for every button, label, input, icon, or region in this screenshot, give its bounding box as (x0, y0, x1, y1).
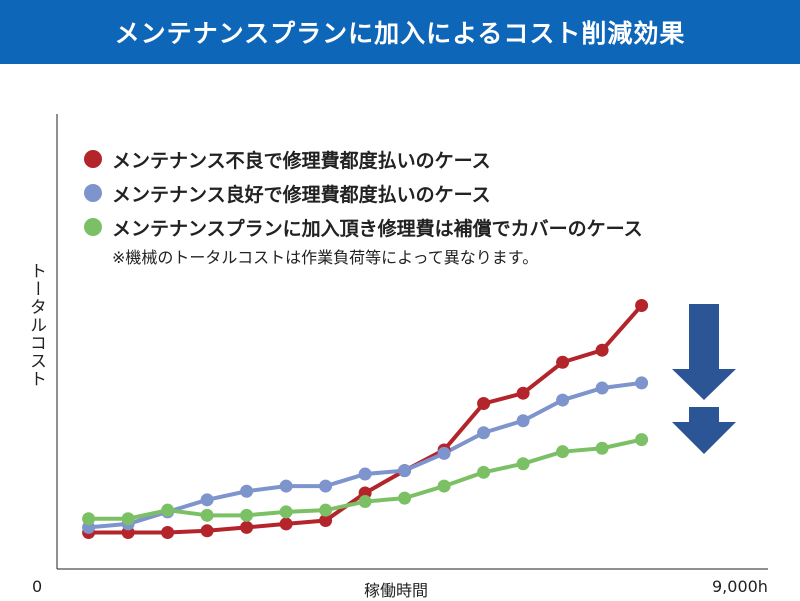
data-point-0-12 (556, 355, 570, 369)
data-point-2-5 (279, 505, 293, 519)
x-tick-label-start: 0 (32, 577, 43, 596)
data-point-1-6 (319, 479, 333, 493)
data-point-2-9 (437, 479, 451, 493)
data-point-1-5 (279, 479, 293, 493)
data-point-2-3 (200, 508, 214, 522)
series-layer (82, 298, 649, 540)
legend-item-poor-maintenance: メンテナンス不良で修理費都度払いのケース (84, 142, 643, 176)
legend-dot-red-icon (84, 150, 102, 168)
data-point-0-5 (279, 517, 293, 531)
data-point-1-8 (398, 464, 412, 478)
data-point-2-4 (240, 508, 254, 522)
data-point-2-13 (595, 441, 609, 455)
data-point-2-2 (161, 503, 175, 517)
data-point-2-1 (121, 512, 135, 526)
data-point-0-4 (240, 520, 254, 534)
x-tick-label-end: 9,000h (712, 577, 768, 596)
legend-label: メンテナンスプランに加入頂き修理費は補償でカバーのケース (112, 217, 643, 240)
reduction-arrow-upper (672, 304, 736, 400)
line-chart (56, 114, 768, 570)
data-point-0-6 (319, 513, 333, 527)
legend: メンテナンス不良で修理費都度払いのケース メンテナンス良好で修理費都度払いのケー… (84, 142, 643, 244)
data-point-1-9 (437, 446, 451, 460)
data-point-0-3 (200, 524, 214, 538)
data-point-2-7 (358, 495, 372, 509)
data-point-0-13 (595, 343, 609, 357)
data-point-2-8 (398, 491, 412, 505)
data-point-1-4 (240, 484, 254, 498)
data-point-2-10 (477, 465, 491, 479)
data-point-0-10 (477, 397, 491, 411)
data-point-1-13 (595, 381, 609, 395)
legend-dot-green-icon (84, 218, 102, 236)
data-point-1-3 (200, 493, 214, 507)
down-arrow-icon (672, 407, 736, 454)
data-point-1-7 (358, 467, 372, 481)
data-point-0-11 (516, 386, 530, 400)
down-arrow-icon (672, 304, 736, 400)
x-axis-label: 稼働時間 (364, 581, 429, 600)
data-point-2-12 (556, 445, 570, 459)
data-point-2-0 (82, 512, 96, 526)
legend-label: メンテナンス不良で修理費都度払いのケース (112, 149, 491, 172)
legend-dot-blue-icon (84, 184, 102, 202)
chart-note: ※機械のトータルコストは作業負荷等によって異なります。 (112, 248, 539, 267)
data-point-0-14 (635, 298, 649, 312)
page-title: メンテナンスプランに加入によるコスト削減効果 (114, 19, 686, 48)
data-point-2-14 (635, 433, 649, 447)
data-point-1-10 (477, 426, 491, 440)
data-point-1-12 (556, 393, 570, 407)
data-point-2-11 (516, 457, 530, 471)
reduction-arrow-lower (672, 407, 736, 454)
legend-item-maintenance-plan: メンテナンスプランに加入頂き修理費は補償でカバーのケース (84, 210, 643, 244)
data-point-2-6 (319, 503, 333, 517)
title-banner: メンテナンスプランに加入によるコスト削減効果 (0, 0, 800, 64)
data-point-0-2 (161, 526, 175, 540)
legend-item-good-maintenance: メンテナンス良好で修理費都度払いのケース (84, 176, 643, 210)
y-axis-label: トータルコスト (26, 262, 46, 388)
data-point-1-11 (516, 414, 530, 428)
data-point-1-14 (635, 376, 649, 390)
legend-label: メンテナンス良好で修理費都度払いのケース (112, 183, 491, 206)
